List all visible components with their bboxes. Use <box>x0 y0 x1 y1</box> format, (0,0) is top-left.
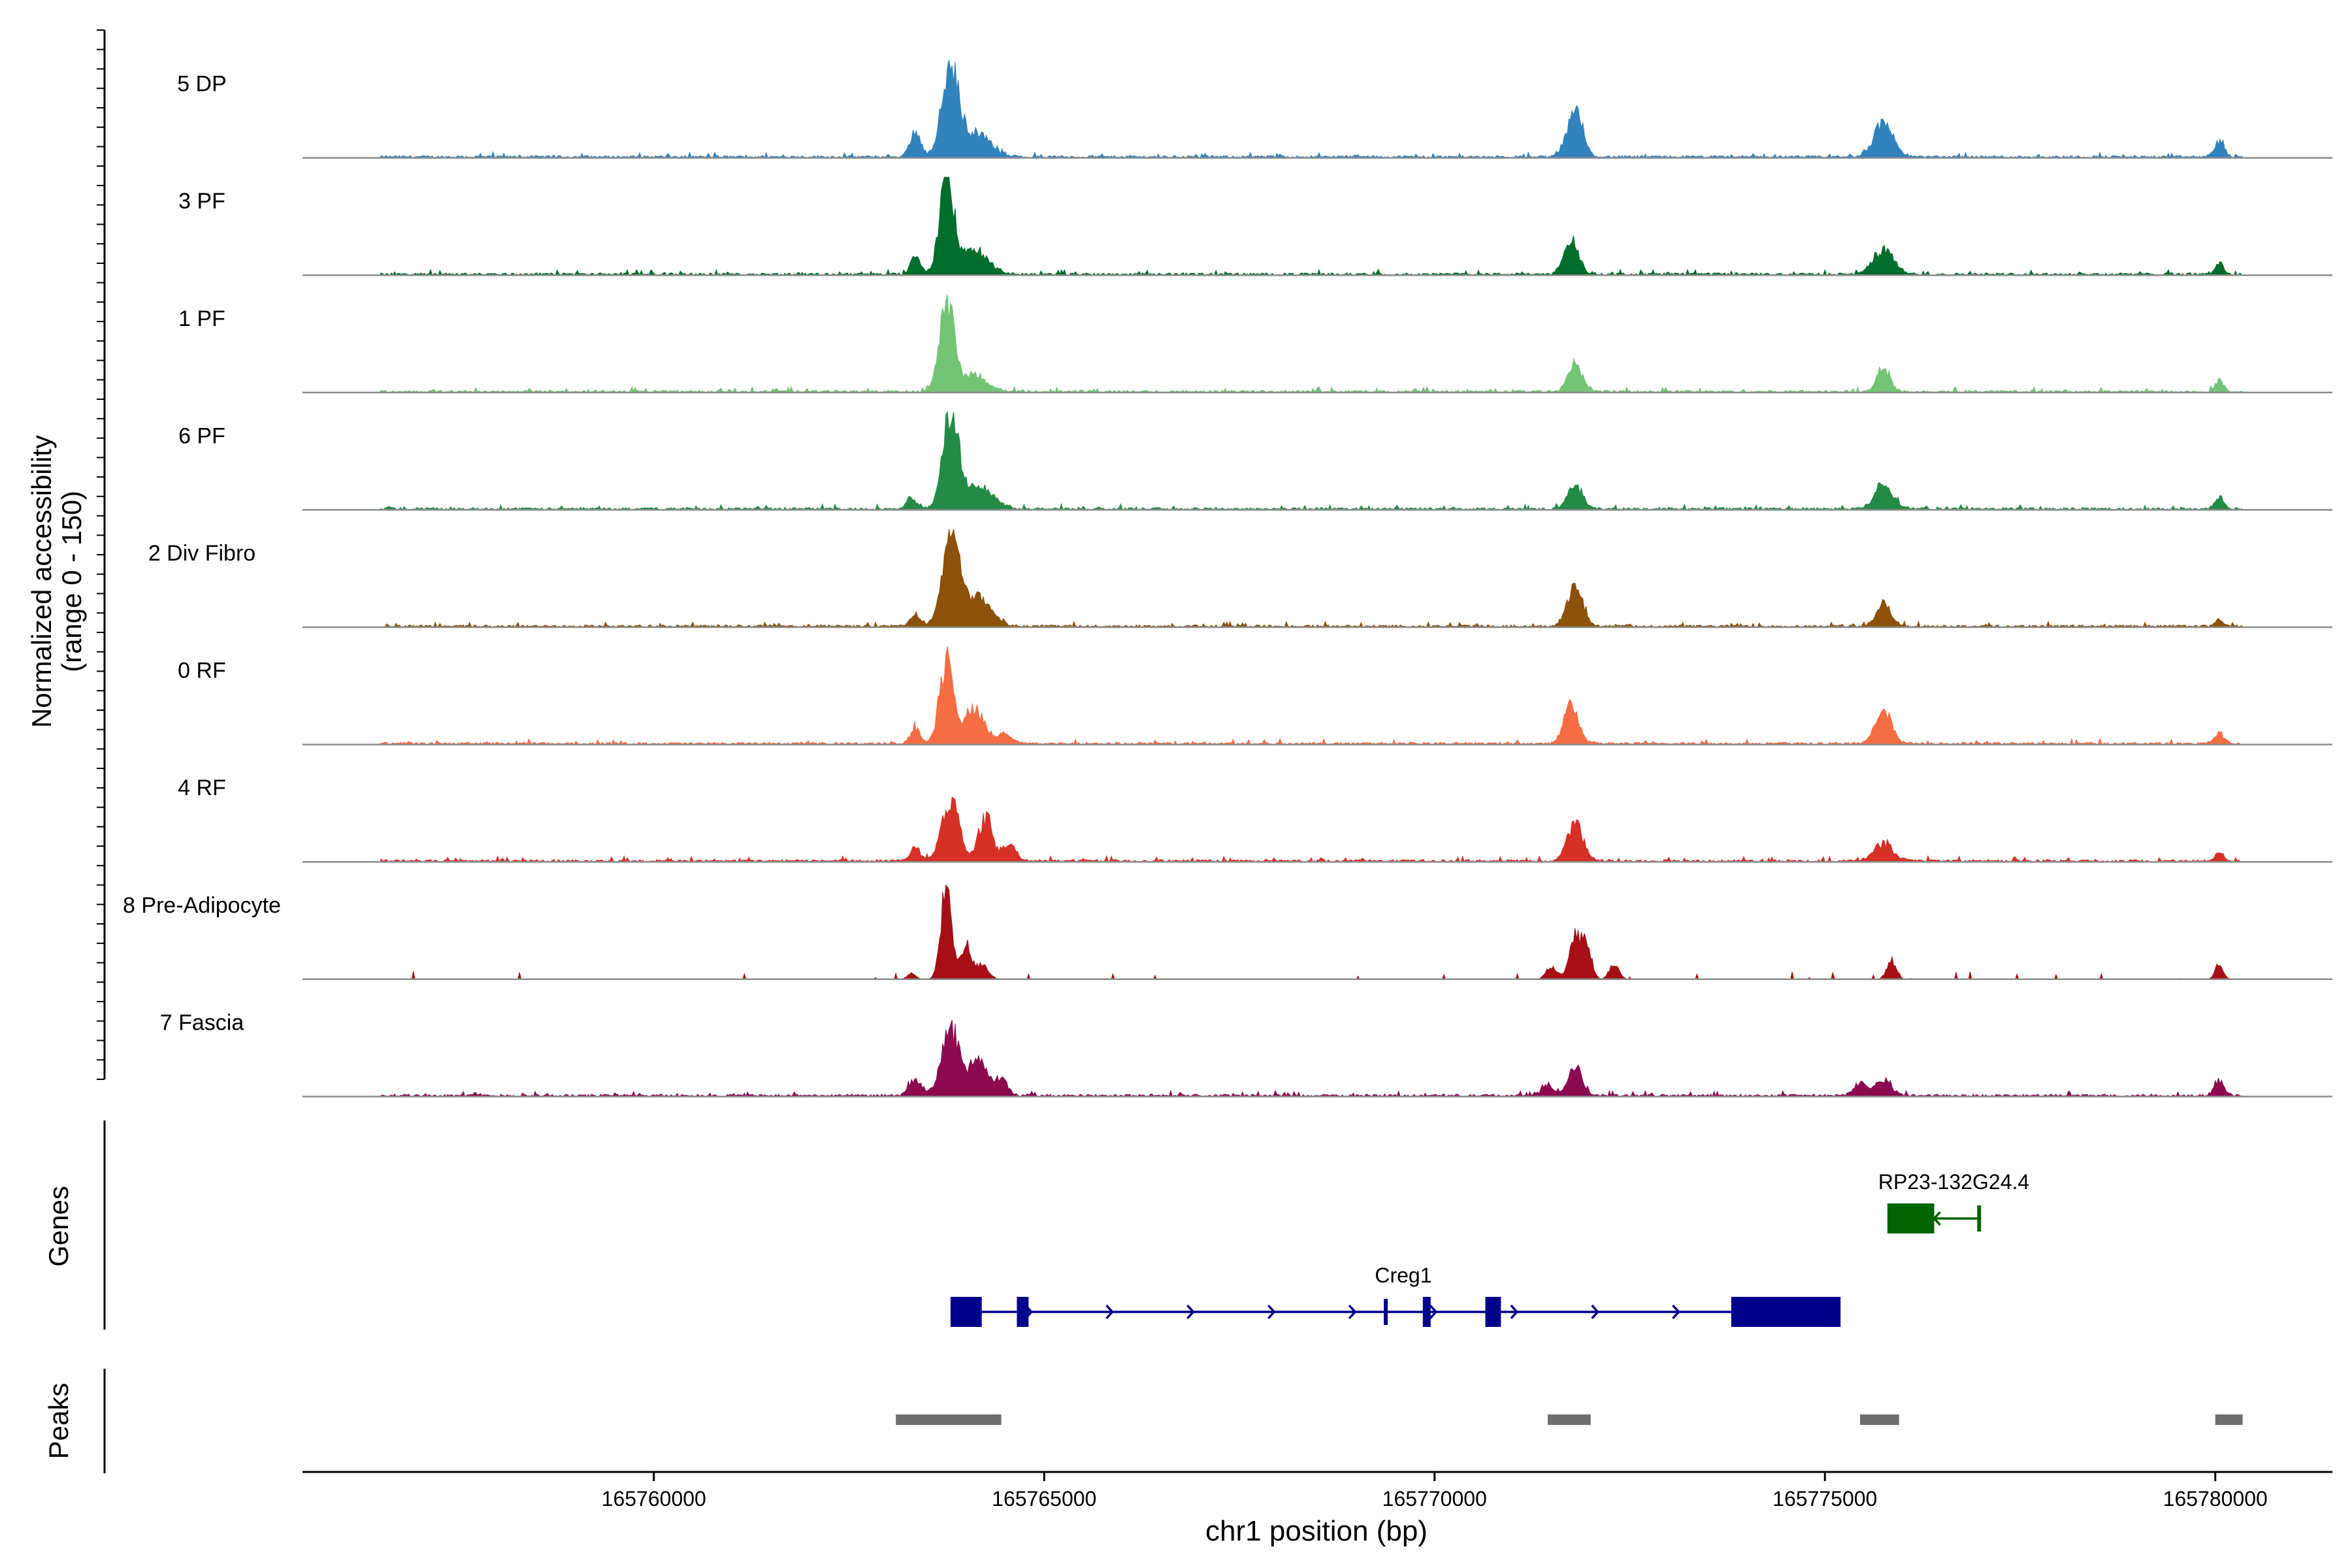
track-8-pre-adipocyte: 8 Pre-Adipocyte <box>123 884 2332 981</box>
gene-exon <box>1485 1297 1501 1327</box>
coverage-area <box>380 1019 2244 1098</box>
track-label: 8 Pre-Adipocyte <box>123 893 281 918</box>
track-5-dp: 5 DP <box>177 59 2332 159</box>
y-axis-label-line1: Normalized accessibility <box>26 435 57 728</box>
strand-arrow <box>1510 1304 1519 1320</box>
track-label: 2 Div Fibro <box>148 541 255 566</box>
x-tick-label: 165765000 <box>992 1487 1096 1511</box>
peak-region <box>1548 1414 1591 1425</box>
track-label: 4 RF <box>178 776 226 800</box>
y-axis-label-line2: (range 0 - 150) <box>56 491 87 672</box>
gene-exon <box>1384 1299 1388 1325</box>
gene-exon <box>1017 1297 1029 1327</box>
coverage-area <box>380 176 2243 276</box>
strand-arrow <box>1348 1304 1357 1320</box>
genes-track: RP23-132G24.4 Creg1 <box>950 1170 2029 1327</box>
track-label: 5 DP <box>177 72 227 97</box>
coverage-area <box>380 294 2244 393</box>
strand-arrow <box>1267 1304 1276 1320</box>
track-label: 7 Fascia <box>160 1010 244 1035</box>
track-label: 3 PF <box>178 189 225 214</box>
track-3-pf: 3 PF <box>178 176 2332 276</box>
peaks-track <box>896 1414 2243 1425</box>
track-label: 1 PF <box>178 306 225 331</box>
genes-label: Genes <box>43 1186 74 1267</box>
x-tick-label: 165775000 <box>1772 1487 1877 1511</box>
gene-exon <box>1731 1297 1841 1327</box>
coverage-area <box>380 884 2243 980</box>
track-label: 0 RF <box>178 659 226 683</box>
gene-exon <box>1422 1297 1431 1327</box>
gene-name: RP23-132G24.4 <box>1878 1170 2029 1194</box>
y-axis <box>97 29 106 1473</box>
x-axis-label: chr1 position (bp) <box>1205 1515 1428 1547</box>
gene-exon <box>1977 1205 1982 1232</box>
peak-region <box>2215 1414 2243 1425</box>
peak-region <box>896 1414 1002 1425</box>
coverage-area <box>380 796 2244 863</box>
gene-exon <box>1887 1203 1935 1233</box>
track-6-pf: 6 PF <box>178 410 2332 511</box>
strand-arrow <box>1591 1304 1599 1320</box>
track-1-pf: 1 PF <box>178 294 2332 394</box>
coverage-area <box>380 59 2244 159</box>
coverage-tracks: 5 DP 3 PF 1 PF 6 PF 2 Div Fibro 0 RF 4 RF 8 Pre… <box>123 59 2332 1098</box>
gene-creg1: Creg1 <box>950 1264 1841 1327</box>
strand-arrow <box>1429 1304 1438 1320</box>
x-tick-label: 165760000 <box>602 1487 706 1511</box>
gene-name: Creg1 <box>1375 1264 1431 1287</box>
track-label: 6 PF <box>178 423 225 448</box>
peak-region <box>1860 1414 1899 1425</box>
peaks-label: Peaks <box>43 1383 74 1460</box>
strand-arrow <box>1105 1304 1114 1320</box>
track-7-fascia: 7 Fascia <box>160 1010 2332 1098</box>
track-4-rf: 4 RF <box>178 776 2332 863</box>
gene-rp23-132g24-4: RP23-132G24.4 <box>1878 1170 2029 1233</box>
gene-exon <box>950 1297 982 1327</box>
coverage-area <box>380 410 2244 511</box>
track-2-div-fibro: 2 Div Fibro <box>148 529 2332 629</box>
strand-arrow <box>1186 1304 1195 1320</box>
x-tick-label: 165770000 <box>1382 1487 1487 1511</box>
coverage-area <box>380 646 2244 745</box>
coverage-area <box>380 529 2244 628</box>
strand-arrow <box>1672 1304 1680 1320</box>
x-axis: 165760000 165765000 165770000 165775000 1657… <box>302 1471 2332 1511</box>
x-tick-label: 165780000 <box>2163 1487 2268 1511</box>
track-0-rf: 0 RF <box>178 646 2332 745</box>
